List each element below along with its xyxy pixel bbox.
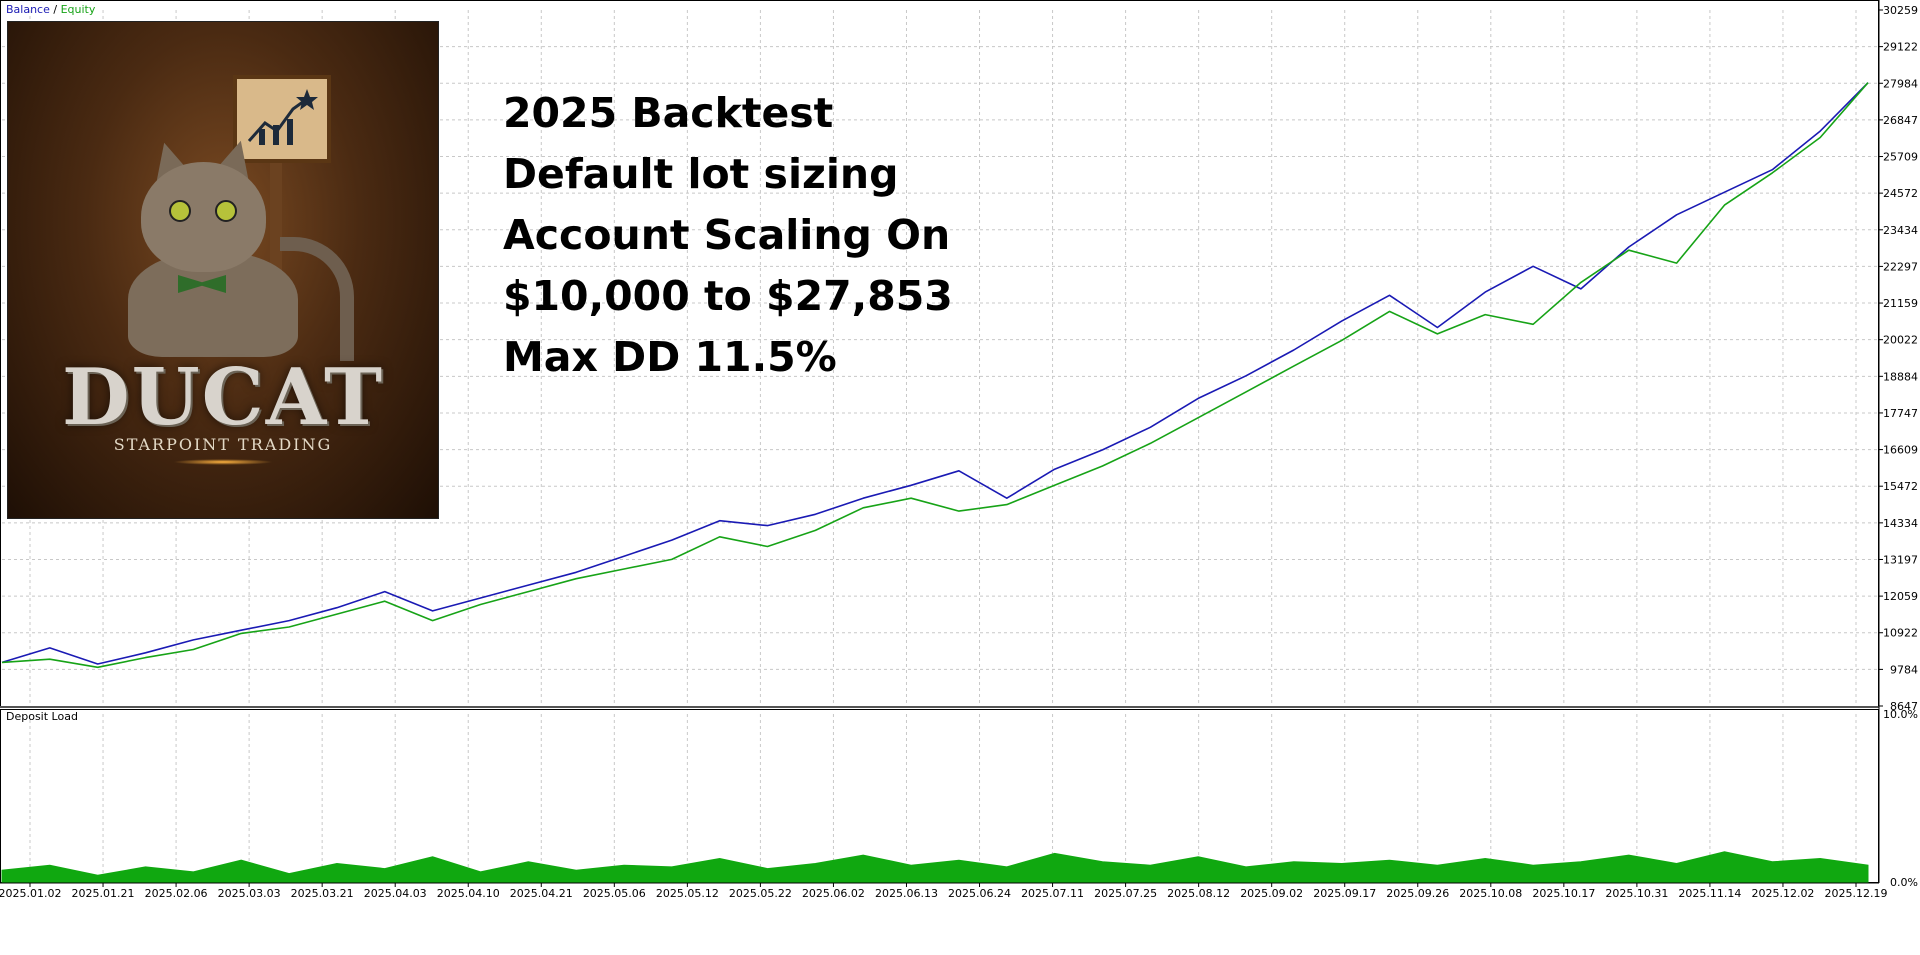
y-tick-label: 27984 — [1883, 77, 1918, 90]
legend-separator: / — [49, 3, 61, 16]
x-tick-label: 2025.10.31 — [1605, 887, 1668, 900]
ducat-logo-image: DUCAT STARPOINT TRADING — [7, 21, 439, 519]
x-tick-label: 2025.08.12 — [1167, 887, 1230, 900]
x-tick-label: 2025.04.03 — [364, 887, 427, 900]
x-tick-label: 2025.12.19 — [1825, 887, 1888, 900]
y-tick-label: 9784 — [1890, 663, 1918, 676]
y-tick-label: 15472 — [1883, 480, 1918, 493]
deposit-load-area — [1, 851, 1869, 883]
logo-title: DUCAT — [61, 352, 385, 443]
backtest-summary: 2025 Backtest Default lot sizing Account… — [503, 83, 953, 388]
x-tick-label: 2025.05.06 — [583, 887, 646, 900]
deposit-load-label: Deposit Load — [6, 710, 78, 723]
y-tick-label: 18884 — [1883, 370, 1918, 383]
y-tick-label: 25709 — [1883, 151, 1918, 164]
summary-line-2: Default lot sizing — [503, 150, 899, 198]
deposit-y-tick-label: 10.0% — [1883, 708, 1918, 721]
series-layer — [1, 82, 1869, 883]
deposit-y-tick-label: 0.0% — [1890, 876, 1918, 889]
x-tick-label: 2025.05.22 — [729, 887, 792, 900]
y-tick-label: 26847 — [1883, 114, 1918, 127]
summary-line-5: Max DD 11.5% — [503, 333, 837, 381]
y-tick-label: 16609 — [1883, 444, 1918, 457]
y-tick-label: 30259 — [1883, 4, 1918, 17]
x-tick-label: 2025.07.11 — [1021, 887, 1084, 900]
y-tick-label: 23434 — [1883, 224, 1918, 237]
x-tick-label: 2025.10.17 — [1532, 887, 1595, 900]
y-tick-label: 20022 — [1883, 334, 1918, 347]
x-tick-label: 2025.06.02 — [802, 887, 865, 900]
x-tick-label: 2025.11.14 — [1678, 887, 1741, 900]
x-tick-label: 2025.02.06 — [145, 887, 208, 900]
bow-tie-icon — [178, 275, 226, 293]
x-tick-label: 2025.06.24 — [948, 887, 1011, 900]
x-tick-label: 2025.09.17 — [1313, 887, 1376, 900]
x-tick-label: 2025.04.10 — [437, 887, 500, 900]
x-tick-label: 2025.10.08 — [1459, 887, 1522, 900]
x-tick-label: 2025.09.26 — [1386, 887, 1449, 900]
logo-subtitle: STARPOINT TRADING — [113, 435, 333, 454]
y-tick-label: 24572 — [1883, 187, 1918, 200]
y-tick-label: 10922 — [1883, 627, 1918, 640]
y-tick-label: 22297 — [1883, 260, 1918, 273]
x-tick-label: 2025.12.02 — [1751, 887, 1814, 900]
x-tick-label: 2025.01.21 — [72, 887, 135, 900]
summary-line-4: $10,000 to $27,853 — [503, 272, 953, 320]
y-tick-label: 21159 — [1883, 297, 1918, 310]
summary-line-3: Account Scaling On — [503, 211, 951, 259]
y-tick-label: 14334 — [1883, 517, 1918, 530]
legend-equity: Equity — [60, 3, 96, 16]
cat-eye-right — [215, 200, 237, 222]
x-tick-label: 2025.04.21 — [510, 887, 573, 900]
cat-head — [141, 162, 266, 272]
chart-legend: Balance / Equity — [6, 3, 95, 16]
x-tick-label: 2025.05.12 — [656, 887, 719, 900]
y-tick-label: 12059 — [1883, 590, 1918, 603]
x-tick-label: 2025.07.25 — [1094, 887, 1157, 900]
y-tick-label: 8647 — [1890, 700, 1918, 713]
logo-glow — [173, 459, 273, 465]
x-tick-label: 2025.03.03 — [218, 887, 281, 900]
cat-eye-left — [169, 200, 191, 222]
x-tick-label: 2025.06.13 — [875, 887, 938, 900]
deposit-panel-frame — [0, 709, 1879, 883]
chart-sign-icon — [233, 75, 331, 163]
legend-balance: Balance — [6, 3, 50, 16]
y-tick-label: 13197 — [1883, 553, 1918, 566]
series-line-balance — [1, 82, 1869, 665]
x-tick-label: 2025.09.02 — [1240, 887, 1303, 900]
summary-line-1: 2025 Backtest — [503, 89, 834, 137]
x-tick-label: 2025.03.21 — [291, 887, 354, 900]
y-tick-label: 29122 — [1883, 41, 1918, 54]
x-tick-label: 2025.01.02 — [0, 887, 61, 900]
series-line-equity — [1, 82, 1869, 669]
axis-layer: 30259 29122 27984 26847 25709 24572 23434 22297… — [0, 0, 1918, 900]
y-tick-label: 17747 — [1883, 407, 1918, 420]
